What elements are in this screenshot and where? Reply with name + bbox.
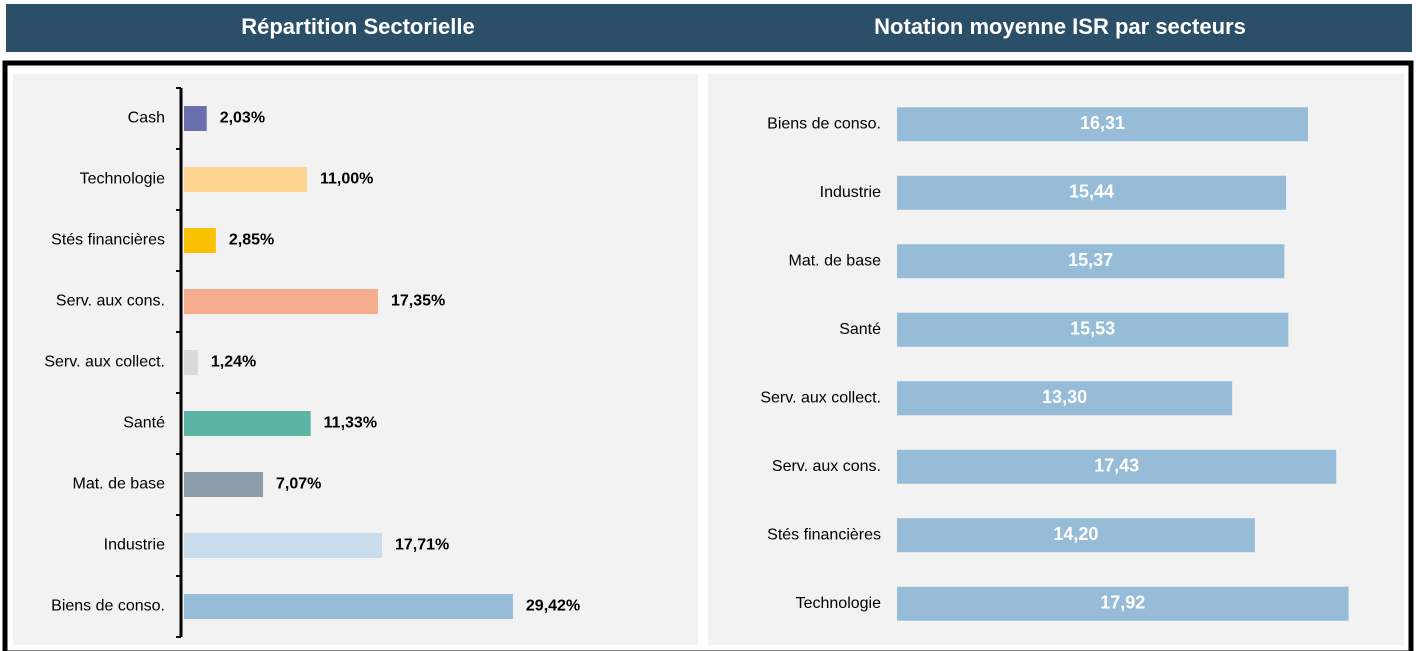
- bar: [184, 411, 311, 436]
- chart-title: Notation moyenne ISR par secteurs: [874, 14, 1246, 39]
- category-label: Serv. aux collect.: [760, 389, 881, 406]
- bar: [184, 228, 216, 253]
- category-label: Cash: [128, 110, 165, 127]
- category-label: Biens de conso.: [51, 598, 165, 615]
- value-label: 17,35%: [391, 293, 445, 310]
- category-label: Mat. de base: [789, 252, 882, 269]
- bar: [897, 107, 1309, 142]
- value-label: 15,53: [1070, 319, 1115, 339]
- category-label: Serv. aux cons.: [772, 458, 881, 475]
- category-label: Serv. aux collect.: [44, 354, 165, 371]
- bar: [184, 106, 207, 131]
- value-label: 1,24%: [211, 354, 256, 371]
- category-label: Biens de conso.: [767, 115, 881, 132]
- category-label: Industrie: [820, 184, 881, 201]
- value-label: 2,03%: [220, 110, 265, 127]
- bar: [897, 449, 1337, 484]
- category-label: Serv. aux cons.: [56, 293, 165, 310]
- category-label: Technologie: [796, 595, 882, 612]
- category-label: Santé: [839, 321, 881, 338]
- bar: [184, 594, 513, 619]
- value-label: 14,20: [1053, 524, 1098, 544]
- bar: [184, 167, 307, 192]
- bar: [184, 472, 264, 497]
- category-label: Stés financières: [51, 232, 165, 249]
- chart-title: Répartition Sectorielle: [241, 14, 475, 39]
- value-label: 17,43: [1094, 456, 1139, 476]
- category-label: Mat. de base: [73, 476, 166, 493]
- bar: [184, 533, 382, 558]
- bar: [184, 289, 378, 314]
- value-label: 13,30: [1042, 387, 1087, 407]
- bar: [897, 175, 1287, 210]
- category-label: Stés financières: [767, 526, 881, 543]
- value-label: 11,33%: [324, 415, 377, 432]
- value-label: 17,92: [1100, 593, 1145, 613]
- value-label: 17,71%: [395, 537, 449, 554]
- value-label: 11,00%: [320, 171, 373, 188]
- value-label: 7,07%: [276, 476, 321, 493]
- bar: [184, 350, 198, 375]
- bar: [897, 586, 1349, 621]
- category-label: Technologie: [80, 171, 166, 188]
- value-label: 29,42%: [526, 598, 580, 615]
- header-bar: [6, 4, 1412, 52]
- category-label: Industrie: [104, 537, 165, 554]
- panel: [708, 74, 1404, 645]
- bar: [897, 381, 1233, 416]
- bar: [897, 312, 1289, 347]
- value-label: 16,31: [1080, 113, 1125, 133]
- bar: [897, 518, 1255, 553]
- value-label: 15,37: [1068, 250, 1113, 270]
- value-label: 2,85%: [229, 232, 274, 249]
- category-label: Santé: [123, 415, 165, 432]
- value-label: 15,44: [1069, 182, 1114, 202]
- bar: [897, 244, 1285, 279]
